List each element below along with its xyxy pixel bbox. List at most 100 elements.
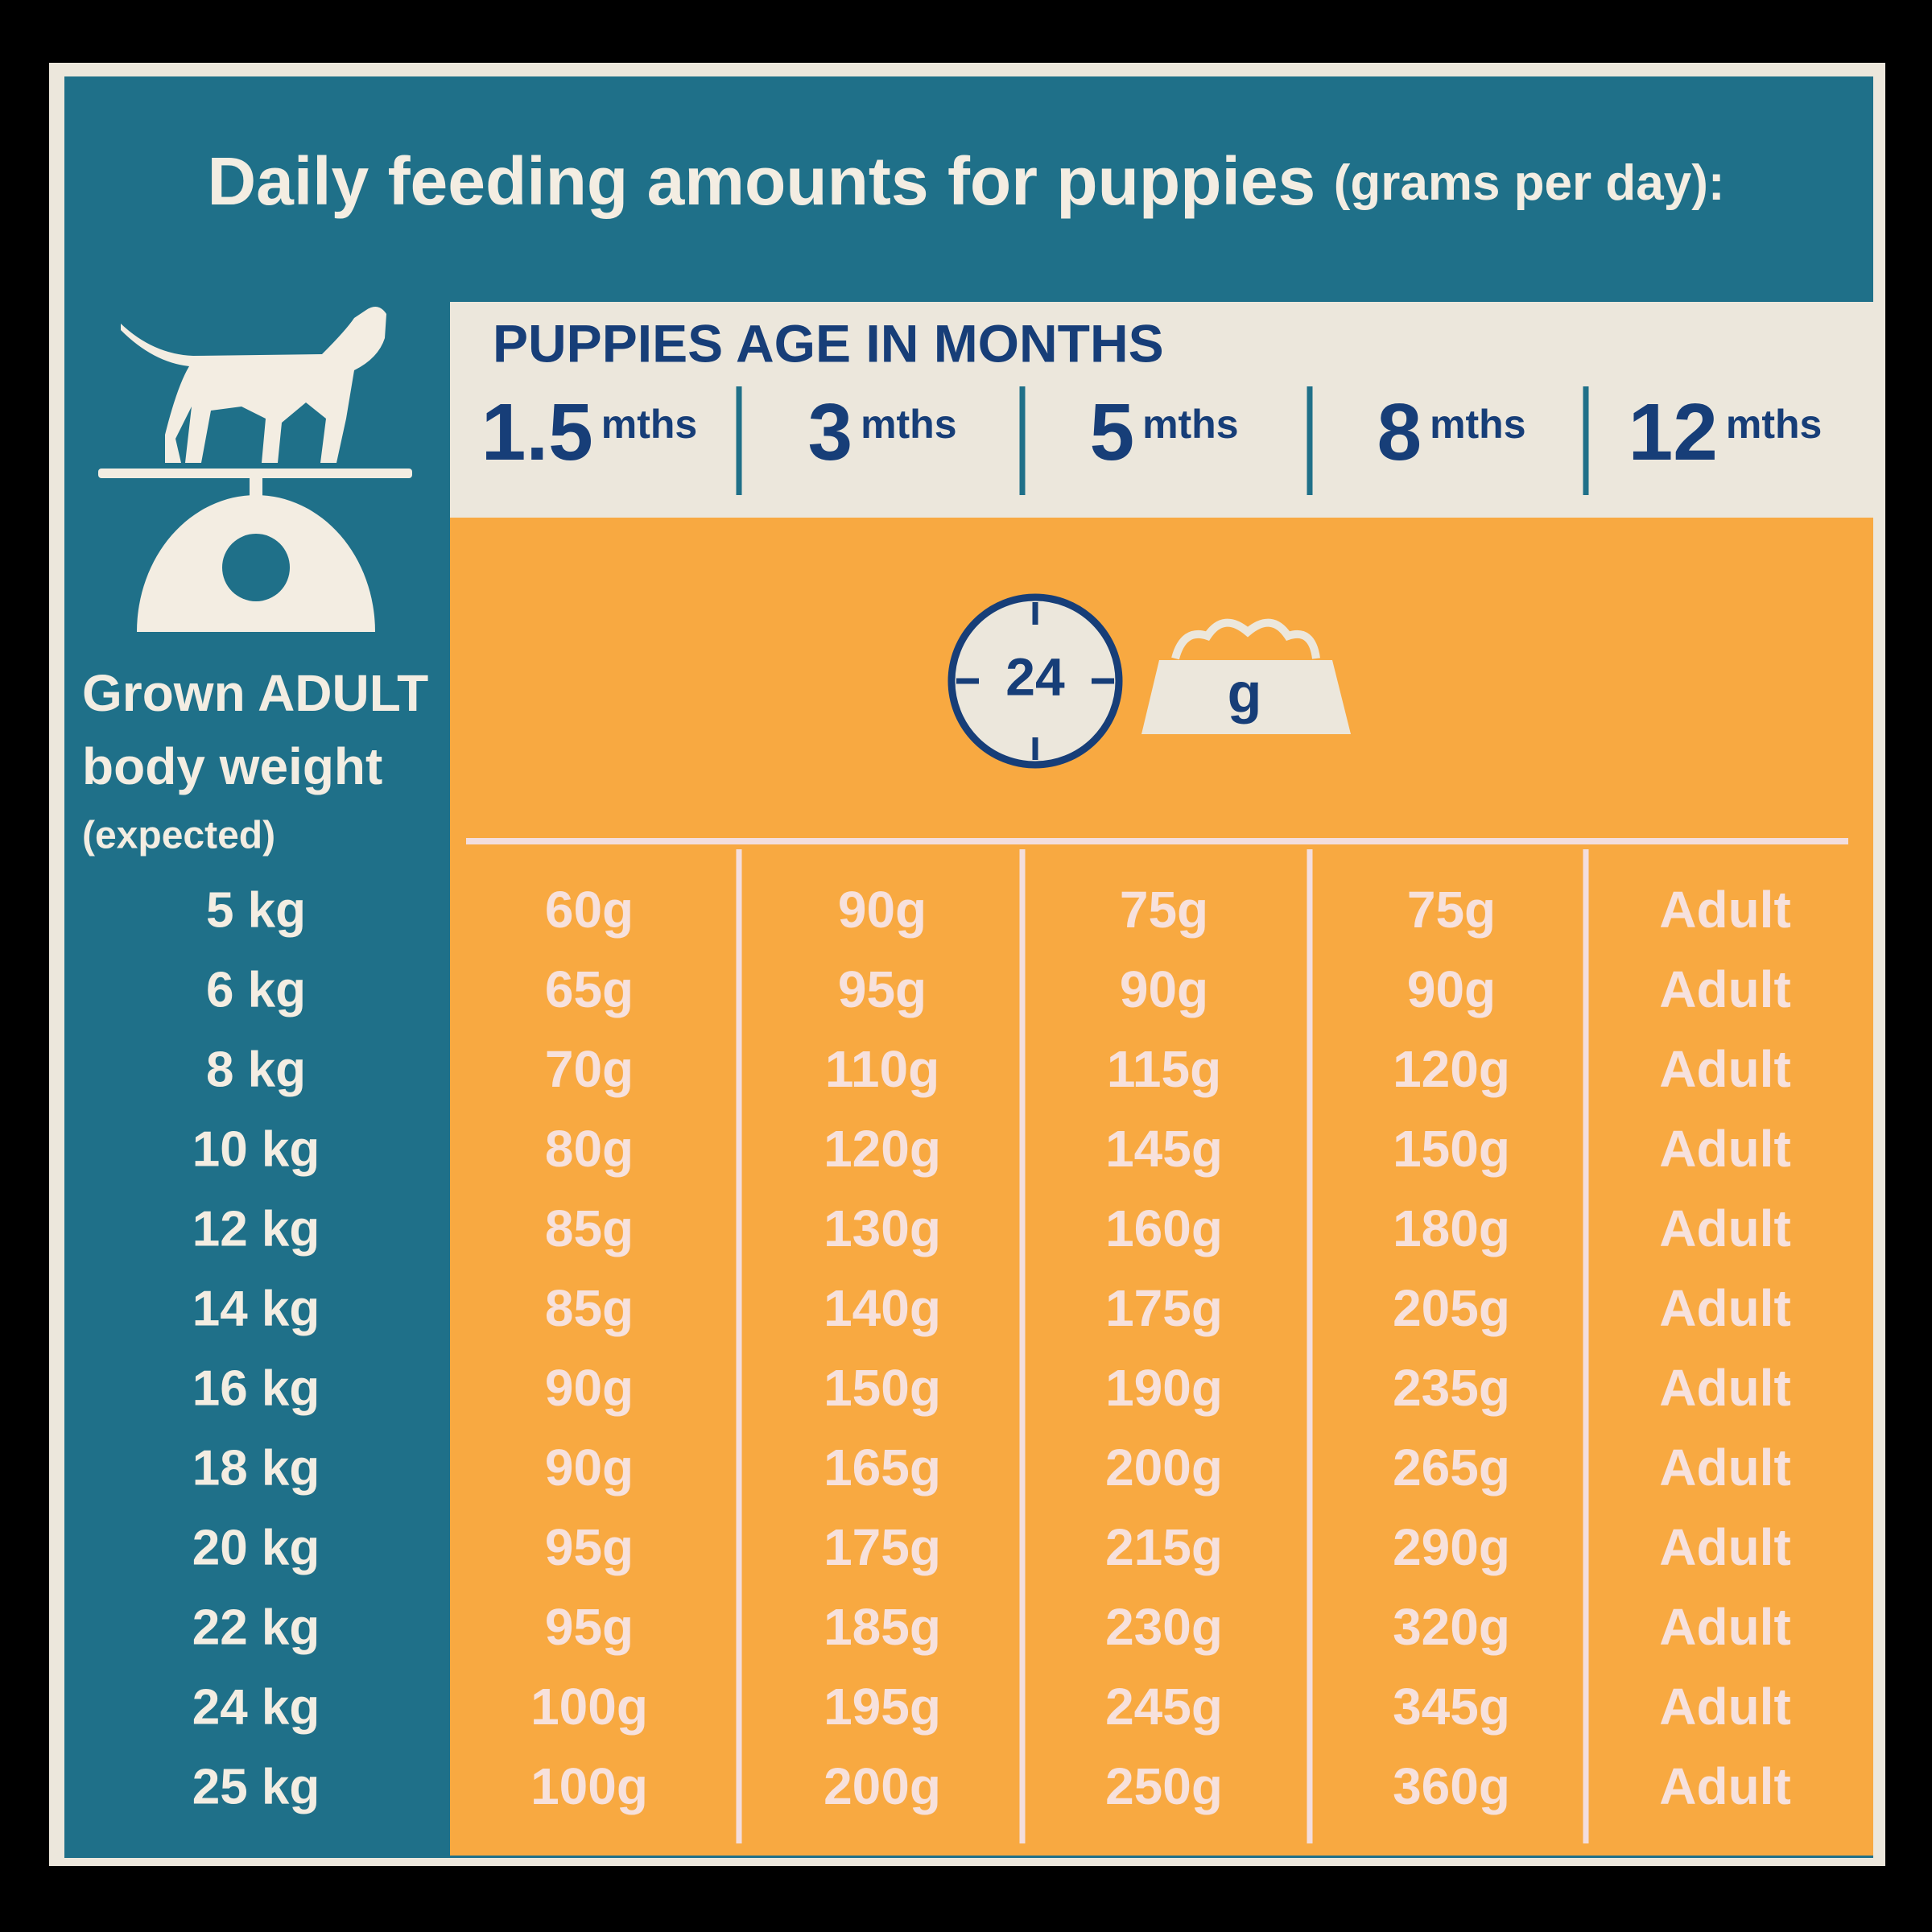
age-header: PUPPIES AGE IN MONTHS <box>493 313 1164 373</box>
table-cell: 200g <box>1105 1439 1223 1496</box>
table-cell: Adult <box>1659 1598 1791 1656</box>
column-number: 3 <box>807 387 852 477</box>
left-header-line: body weight <box>82 737 382 795</box>
title-main: Daily feeding amounts for puppies <box>207 143 1315 219</box>
table-cell: 320g <box>1393 1598 1510 1656</box>
column-header: 3 mths <box>807 387 956 477</box>
row-label: 14 kg <box>192 1281 320 1336</box>
table-cell: 215g <box>1105 1518 1223 1576</box>
column-unit: mths <box>1430 402 1525 447</box>
column-header: 5 mths <box>1089 387 1238 477</box>
row-label: 16 kg <box>192 1360 320 1416</box>
table-cell: 90g <box>1120 960 1208 1018</box>
table-cell: 290g <box>1393 1518 1510 1576</box>
row-label: 10 kg <box>192 1121 320 1177</box>
row-label: 25 kg <box>192 1759 320 1814</box>
table-cell: 345g <box>1393 1678 1510 1736</box>
table-cell: Adult <box>1659 1757 1791 1815</box>
table-cell: 150g <box>1393 1120 1510 1178</box>
table-cell: Adult <box>1659 1040 1791 1098</box>
table-cell: 245g <box>1105 1678 1223 1736</box>
row-label: 20 kg <box>192 1520 320 1575</box>
column-unit: mths <box>1142 402 1238 447</box>
table-cell: 175g <box>1105 1279 1223 1337</box>
table-cell: Adult <box>1659 1199 1791 1257</box>
table-cell: 130g <box>824 1199 941 1257</box>
table-cell: Adult <box>1659 1439 1791 1496</box>
table-cell: 95g <box>838 960 927 1018</box>
row-label: 18 kg <box>192 1440 320 1496</box>
bowl-label: g <box>1228 661 1262 724</box>
table-cell: 230g <box>1105 1598 1223 1656</box>
table-cell: Adult <box>1659 1120 1791 1178</box>
column-unit: mths <box>861 402 956 447</box>
table-cell: Adult <box>1659 1359 1791 1417</box>
title-sub: (grams per day): <box>1334 155 1725 211</box>
table-cell: 120g <box>824 1120 941 1178</box>
column-header: 1.5 mths <box>481 387 697 477</box>
table-cell: 95g <box>545 1518 634 1576</box>
table-cell: 200g <box>824 1757 941 1815</box>
table-cell: 175g <box>824 1518 941 1576</box>
table-cell: 75g <box>1120 881 1208 939</box>
table-cell: 180g <box>1393 1199 1510 1257</box>
title: Daily feeding amounts for puppies (grams… <box>207 143 1724 219</box>
row-label: 8 kg <box>206 1042 306 1097</box>
table-cell: 90g <box>1407 960 1496 1018</box>
table-cell: Adult <box>1659 1279 1791 1337</box>
scale-dial <box>222 534 290 601</box>
table-cell: 90g <box>545 1439 634 1496</box>
column-number: 5 <box>1089 387 1134 477</box>
clock-icon <box>947 593 1123 769</box>
table-cell: 90g <box>545 1359 634 1417</box>
table-cell: 90g <box>838 881 927 939</box>
table-cell: 250g <box>1105 1757 1223 1815</box>
table-area <box>450 518 1873 1856</box>
table-cell: 235g <box>1393 1359 1510 1417</box>
table-cell: 360g <box>1393 1757 1510 1815</box>
table-cell: 115g <box>1107 1040 1221 1098</box>
table-cell: Adult <box>1659 1518 1791 1576</box>
bowl-food <box>1171 618 1320 660</box>
column-number: 8 <box>1377 387 1422 477</box>
column-unit: mths <box>1726 402 1822 447</box>
table-cell: 75g <box>1407 881 1496 939</box>
row-label: 12 kg <box>192 1201 320 1257</box>
table-cell: 85g <box>545 1199 634 1257</box>
clock-ticks <box>956 602 1114 760</box>
column-unit: mths <box>601 402 697 447</box>
table-cell: 110g <box>825 1040 939 1098</box>
table-cell: 165g <box>824 1439 941 1496</box>
row-label: 24 kg <box>192 1679 320 1735</box>
table-cell: Adult <box>1659 881 1791 939</box>
table-cell: 265g <box>1393 1439 1510 1496</box>
table-cell: 80g <box>545 1120 634 1178</box>
column-number: 1.5 <box>481 387 593 477</box>
table-cell: 185g <box>824 1598 941 1656</box>
table-cell: 95g <box>545 1598 634 1656</box>
table-cell: 160g <box>1105 1199 1223 1257</box>
left-header-line: Grown ADULT <box>82 664 428 722</box>
table-cell: 150g <box>824 1359 941 1417</box>
table-cell: 205g <box>1393 1279 1510 1337</box>
table-cell: Adult <box>1659 960 1791 1018</box>
table-cell: 120g <box>1393 1040 1510 1098</box>
row-label: 6 kg <box>206 962 306 1018</box>
table-cell: 60g <box>545 881 634 939</box>
bowl-icon <box>1141 660 1351 734</box>
table-cell: 70g <box>545 1040 634 1098</box>
table-cell: 140g <box>824 1279 941 1337</box>
table-cell: Adult <box>1659 1678 1791 1736</box>
column-number: 12 <box>1629 387 1718 477</box>
table-cell: 190g <box>1105 1359 1223 1417</box>
clock-label: 24 <box>1005 646 1065 706</box>
table-cell: 65g <box>545 960 634 1018</box>
table-cell: 145g <box>1105 1120 1223 1178</box>
age-header-band <box>450 302 1873 518</box>
table-cell: 85g <box>545 1279 634 1337</box>
table-cell: 195g <box>824 1678 941 1736</box>
column-header: 8 mths <box>1377 387 1525 477</box>
table-cell: 100g <box>530 1757 648 1815</box>
